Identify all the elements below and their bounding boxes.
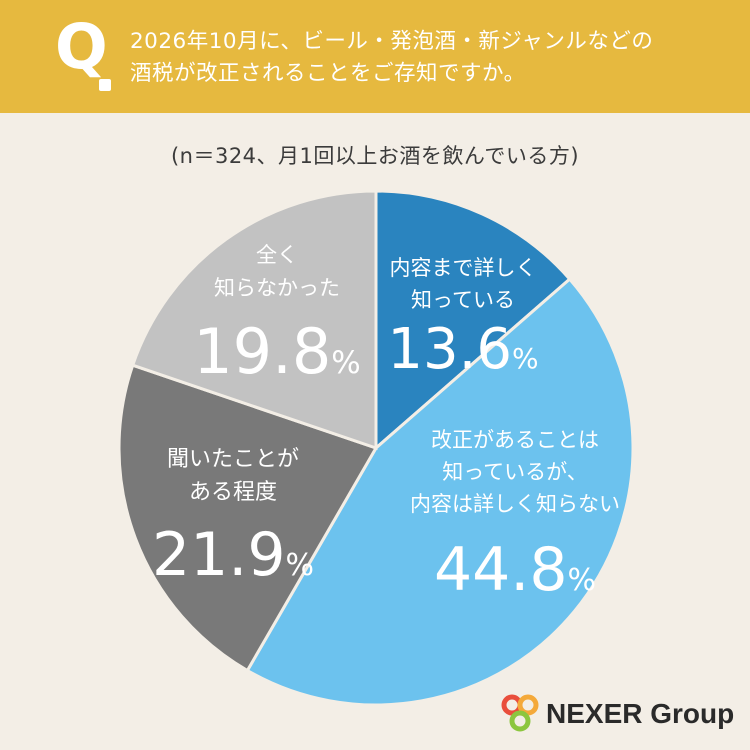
logo-ring-green: [509, 710, 531, 732]
brand-name: NEXER Group: [546, 698, 735, 729]
sample-note: (n＝324、月1回以上お酒を飲んでいる方): [170, 144, 580, 168]
slice-3-label-line-1: 聞いたことが: [167, 447, 299, 472]
question-mark: Q: [55, 10, 108, 83]
slice-2-label-line-1: 改正があることは: [431, 428, 599, 452]
slice-4-label-line-2: 知らなかった: [214, 276, 340, 300]
logo-ring-orange: [517, 694, 539, 716]
slice-3-label-line-2: ある程度: [189, 480, 277, 505]
slice-1-value-label: 13.6%: [387, 317, 538, 382]
pie-slice-1: [374, 189, 572, 452]
slice-4-value-label: 19.8%: [193, 315, 361, 388]
pie-slice-4: [130, 189, 378, 451]
slice-3-value-label: 21.9%: [152, 520, 314, 590]
question-text: 2026年10月に、ビール・発泡酒・新ジャンルなどの 酒税が改正されることをご存…: [130, 26, 730, 90]
slice-2-label-line-3: 内容は詳しく知らない: [410, 492, 620, 516]
slice-4-label-line-1: 全く: [256, 243, 298, 267]
question-mark-dot: [99, 79, 111, 91]
slice-1-label-line-2: 知っている: [411, 288, 515, 312]
pie-slice-3: [117, 363, 379, 673]
pie-slice-2: [245, 276, 635, 707]
question-line-1: 2026年10月に、ビール・発泡酒・新ジャンルなどの: [130, 29, 654, 54]
slice-2-value-label: 44.8%: [434, 535, 596, 605]
slice-2-label-line-2: 知っているが、: [442, 460, 588, 484]
slice-1-label-line-1: 内容まで詳しく: [390, 256, 537, 280]
nexer-rings-logo-icon: [501, 694, 539, 732]
question-line-2: 酒税が改正されることをご存知ですか。: [130, 61, 526, 86]
question-header: [0, 0, 750, 113]
